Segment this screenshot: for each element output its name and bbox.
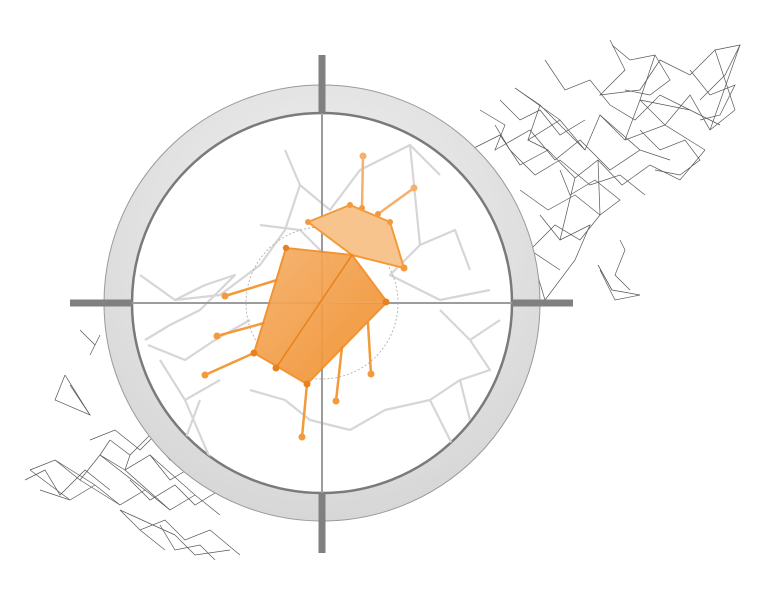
bug-head <box>307 204 405 269</box>
bug-icon <box>201 152 418 441</box>
network-graph-upper-right <box>469 39 741 301</box>
